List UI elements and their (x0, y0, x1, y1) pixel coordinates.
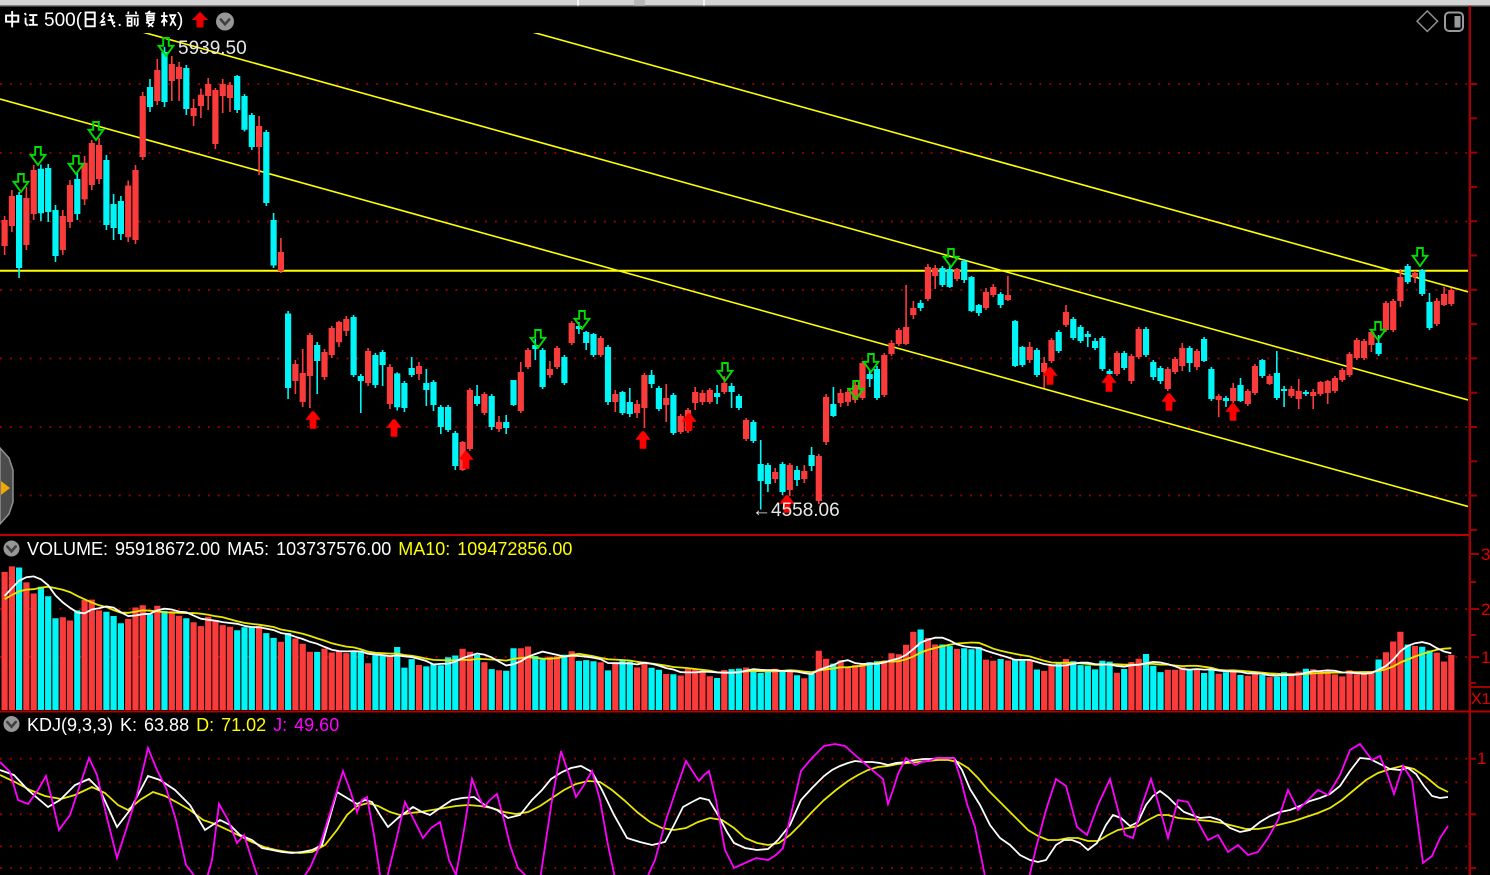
svg-text:VOLUME: 95918672.00 MA5: 10373: VOLUME: 95918672.00 MA5: 103737576.00 MA… (27, 539, 572, 559)
svg-text:): ) (177, 10, 183, 31)
svg-text:500(: 500( (44, 10, 83, 31)
svg-text:X1: X1 (1471, 691, 1490, 708)
svg-text:.: . (117, 10, 122, 31)
svg-text:1: 1 (1477, 749, 1486, 768)
svg-text:2: 2 (1481, 600, 1490, 619)
svg-text:1: 1 (1481, 648, 1490, 667)
svg-text:5939.50: 5939.50 (178, 38, 247, 59)
svg-text:KDJ(9,3,3) K: 63.88 D: 71.02 J: KDJ(9,3,3) K: 63.88 D: 71.02 J: 49.60 (27, 715, 339, 735)
svg-text:3: 3 (1481, 545, 1490, 564)
svg-text:←4558.06: ←4558.06 (752, 500, 840, 521)
